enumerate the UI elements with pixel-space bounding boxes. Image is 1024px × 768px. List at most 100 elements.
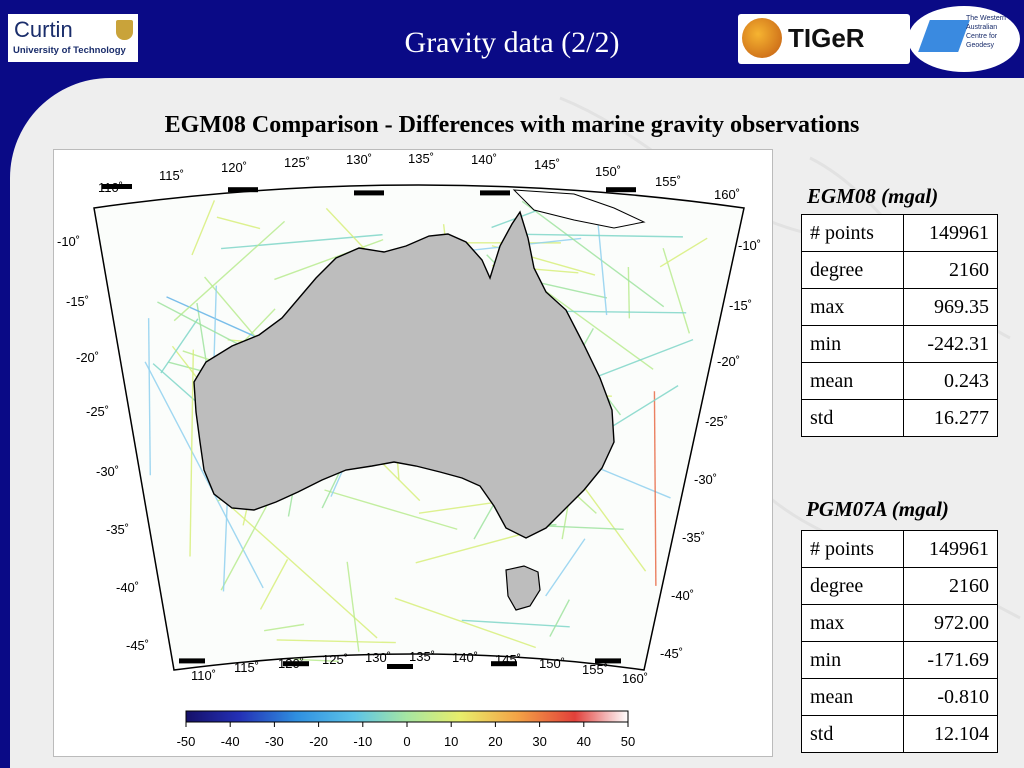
gravity-map-figure: 110˚ 115˚ 120˚ 125˚ 130˚ 135˚ 140˚ 145˚ 150˚ 155˚… xyxy=(53,149,773,757)
table-row: degree 2160 xyxy=(801,251,998,289)
lat-label-left: -20˚ xyxy=(76,350,99,365)
new-guinea-landmass xyxy=(512,189,646,229)
ship-track xyxy=(596,211,608,316)
frame-tick-bottom xyxy=(387,664,413,669)
colorbar-tick-label: -50 xyxy=(177,734,196,749)
colorbar-tick-label: 50 xyxy=(621,734,635,749)
lat-label-left: -35˚ xyxy=(106,522,129,537)
ship-track xyxy=(264,623,305,632)
lon-label-bottom: 150˚ xyxy=(539,656,565,671)
tiger-logo-name: TIGeR xyxy=(788,23,865,53)
lon-label-bottom: 125˚ xyxy=(322,652,348,667)
lon-label-top: 155˚ xyxy=(655,174,681,189)
lon-label-top: 160˚ xyxy=(714,187,740,202)
colorbar-tick-label: 0 xyxy=(403,734,410,749)
lon-label-bottom: 115˚ xyxy=(234,660,259,675)
ship-track xyxy=(545,538,586,597)
table-row: min -171.69 xyxy=(801,641,998,679)
curtin-crest-icon xyxy=(116,20,133,40)
frame-tick-bottom xyxy=(595,658,621,664)
colorbar-tick-label: 20 xyxy=(488,734,502,749)
frame-tick-top xyxy=(354,190,384,196)
egm08-table-title: EGM08 (mgal) xyxy=(807,184,939,208)
table-row: # points 149961 xyxy=(801,214,998,252)
frame-tick-top xyxy=(102,184,132,189)
lat-label-right: -45˚ xyxy=(660,646,683,661)
lon-label-top: 150˚ xyxy=(595,164,621,179)
table-row: max 972.00 xyxy=(801,604,998,642)
colorbar-tick-label: -20 xyxy=(309,734,328,749)
frame-tick-bottom xyxy=(283,661,309,667)
lat-label-right: -40˚ xyxy=(671,588,694,603)
ship-track xyxy=(324,489,458,530)
ship-track xyxy=(196,302,207,363)
ship-track xyxy=(549,599,570,637)
ship-track xyxy=(259,559,289,610)
ship-track xyxy=(533,280,608,299)
colorbar-ticks: -50 -40 -30 -20 -10 0 10 20 30 40 50 xyxy=(177,722,635,749)
ship-track xyxy=(189,349,194,557)
frame-tick-top xyxy=(228,187,258,193)
ship-track xyxy=(147,318,151,476)
ship-track xyxy=(216,216,261,230)
header-bar: Curtin University of Technology Gravity … xyxy=(0,0,1024,88)
wacg-logo: The Western Australian Centre for Geodes… xyxy=(908,6,1020,72)
lon-label-bottom: 145˚ xyxy=(495,652,521,667)
lat-label-right: -20˚ xyxy=(717,354,740,369)
ship-track xyxy=(160,318,199,374)
lat-label-right: -10˚ xyxy=(738,238,761,253)
lat-label-left: -45˚ xyxy=(126,638,149,653)
frame-tick-bottom xyxy=(179,658,205,664)
ship-track xyxy=(515,233,683,238)
australia-landmass xyxy=(193,210,615,539)
egm08-stats-table: # points 149961 degree 2160 max 969.35 min -… xyxy=(801,214,998,437)
ship-track xyxy=(346,561,360,652)
lon-label-top: 115˚ xyxy=(159,168,184,183)
curtin-logo-name: Curtin xyxy=(14,17,73,42)
ship-track xyxy=(274,238,384,281)
colorbar-tick-label: -10 xyxy=(353,734,372,749)
lon-label-bottom: 155˚ xyxy=(582,662,608,677)
ship-track xyxy=(461,619,570,628)
ship-track xyxy=(173,220,286,322)
ship-track xyxy=(276,639,396,644)
table-row: mean -0.810 xyxy=(801,678,998,716)
ship-track xyxy=(415,531,529,564)
table-row: min -242.31 xyxy=(801,325,998,363)
lon-label-bottom: 140˚ xyxy=(452,650,478,665)
gravity-map-svg: 110˚ 115˚ 120˚ 125˚ 130˚ 135˚ 140˚ 145˚ 150˚ 155˚… xyxy=(57,151,761,749)
lat-label-left: -10˚ xyxy=(57,234,80,249)
table-row: mean 0.243 xyxy=(801,362,998,400)
colorbar-tick-label: 30 xyxy=(532,734,546,749)
lon-label-top: 110˚ xyxy=(98,180,123,195)
slide-title: Gravity data (2/2) xyxy=(404,26,620,59)
lat-label-left: -40˚ xyxy=(116,580,139,595)
lon-label-bottom: 110˚ xyxy=(191,668,216,683)
ship-track xyxy=(191,200,216,256)
lon-label-top: 120˚ xyxy=(221,160,247,175)
frame-ticks xyxy=(102,184,636,669)
ship-track xyxy=(653,391,657,586)
pgm07a-stats-table: # points 149961 degree 2160 max 972.00 min -… xyxy=(801,530,998,753)
lon-label-bottom: 120˚ xyxy=(278,656,304,671)
ship-track xyxy=(394,597,536,649)
frame-tick-top xyxy=(606,187,636,193)
colorbar-tick-label: -30 xyxy=(265,734,284,749)
frame-tick-bottom xyxy=(491,661,517,667)
lat-label-right: -35˚ xyxy=(682,530,705,545)
ship-track xyxy=(521,200,665,308)
ship-track xyxy=(627,266,631,319)
lat-label-right: -25˚ xyxy=(705,414,728,429)
table-row: std 12.104 xyxy=(801,715,998,753)
curtin-logo-subtitle: University of Technology xyxy=(13,45,126,56)
pgm07a-table-title: PGM07A (mgal) xyxy=(806,497,949,521)
colorbar xyxy=(185,710,629,723)
lon-label-bottom: 135˚ xyxy=(409,649,435,664)
lat-label-left: -25˚ xyxy=(86,404,109,419)
wacg-logo-text: The Western Australian Centre for Geodes… xyxy=(966,15,1006,49)
slide-subtitle: EGM08 Comparison - Differences with mari… xyxy=(164,112,860,138)
lon-label-top: 145˚ xyxy=(534,157,560,172)
table-row: std 16.277 xyxy=(801,399,998,437)
table-row: degree 2160 xyxy=(801,567,998,605)
frame-tick-top xyxy=(480,190,510,196)
